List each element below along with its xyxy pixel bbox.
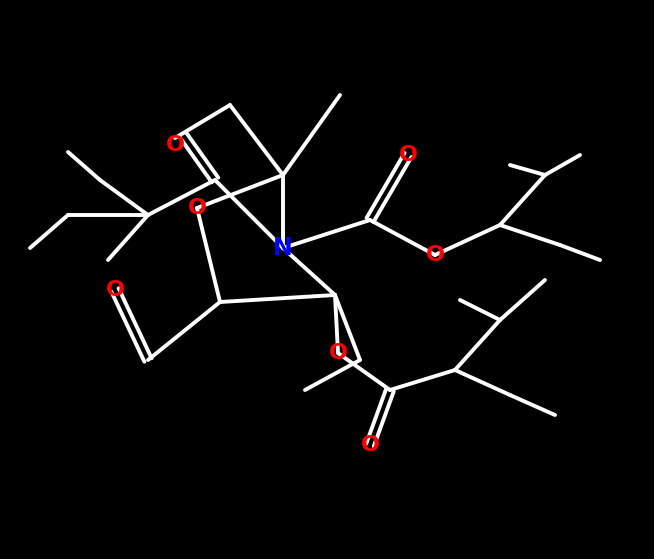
- Text: O: O: [328, 343, 347, 363]
- Text: O: O: [398, 145, 417, 165]
- Text: N: N: [273, 236, 293, 260]
- Text: O: O: [165, 135, 184, 155]
- Text: O: O: [105, 280, 124, 300]
- Text: O: O: [426, 245, 445, 265]
- Text: O: O: [360, 435, 379, 455]
- Text: O: O: [188, 198, 207, 218]
